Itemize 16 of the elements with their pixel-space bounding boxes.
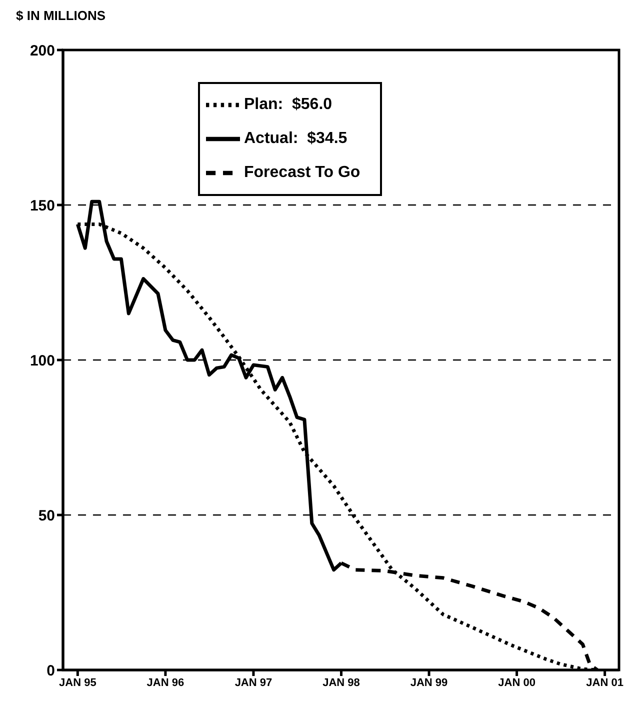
legend-label: Forecast To Go [244,164,360,182]
x-tick-label: JAN 95 [59,676,96,689]
y-tick-label: 100 [30,352,55,370]
x-tick-label: JAN 00 [498,676,536,689]
x-tick-label: JAN 98 [322,676,360,689]
x-tick-label: JAN 96 [146,676,184,689]
y-tick-label: 50 [38,507,55,524]
legend-label: Plan: $56.0 [244,96,332,114]
y-tick-label: 150 [30,197,55,214]
x-tick-label: JAN 99 [410,676,448,689]
legend-label: Actual: $34.5 [244,130,348,148]
y-axis-title: $ IN MILLIONS [16,8,107,25]
x-tick-label: JAN 01 [586,676,624,689]
y-tick-label: 0 [46,662,55,680]
x-tick-label: JAN 97 [234,676,272,689]
y-tick-label: 200 [30,42,55,60]
